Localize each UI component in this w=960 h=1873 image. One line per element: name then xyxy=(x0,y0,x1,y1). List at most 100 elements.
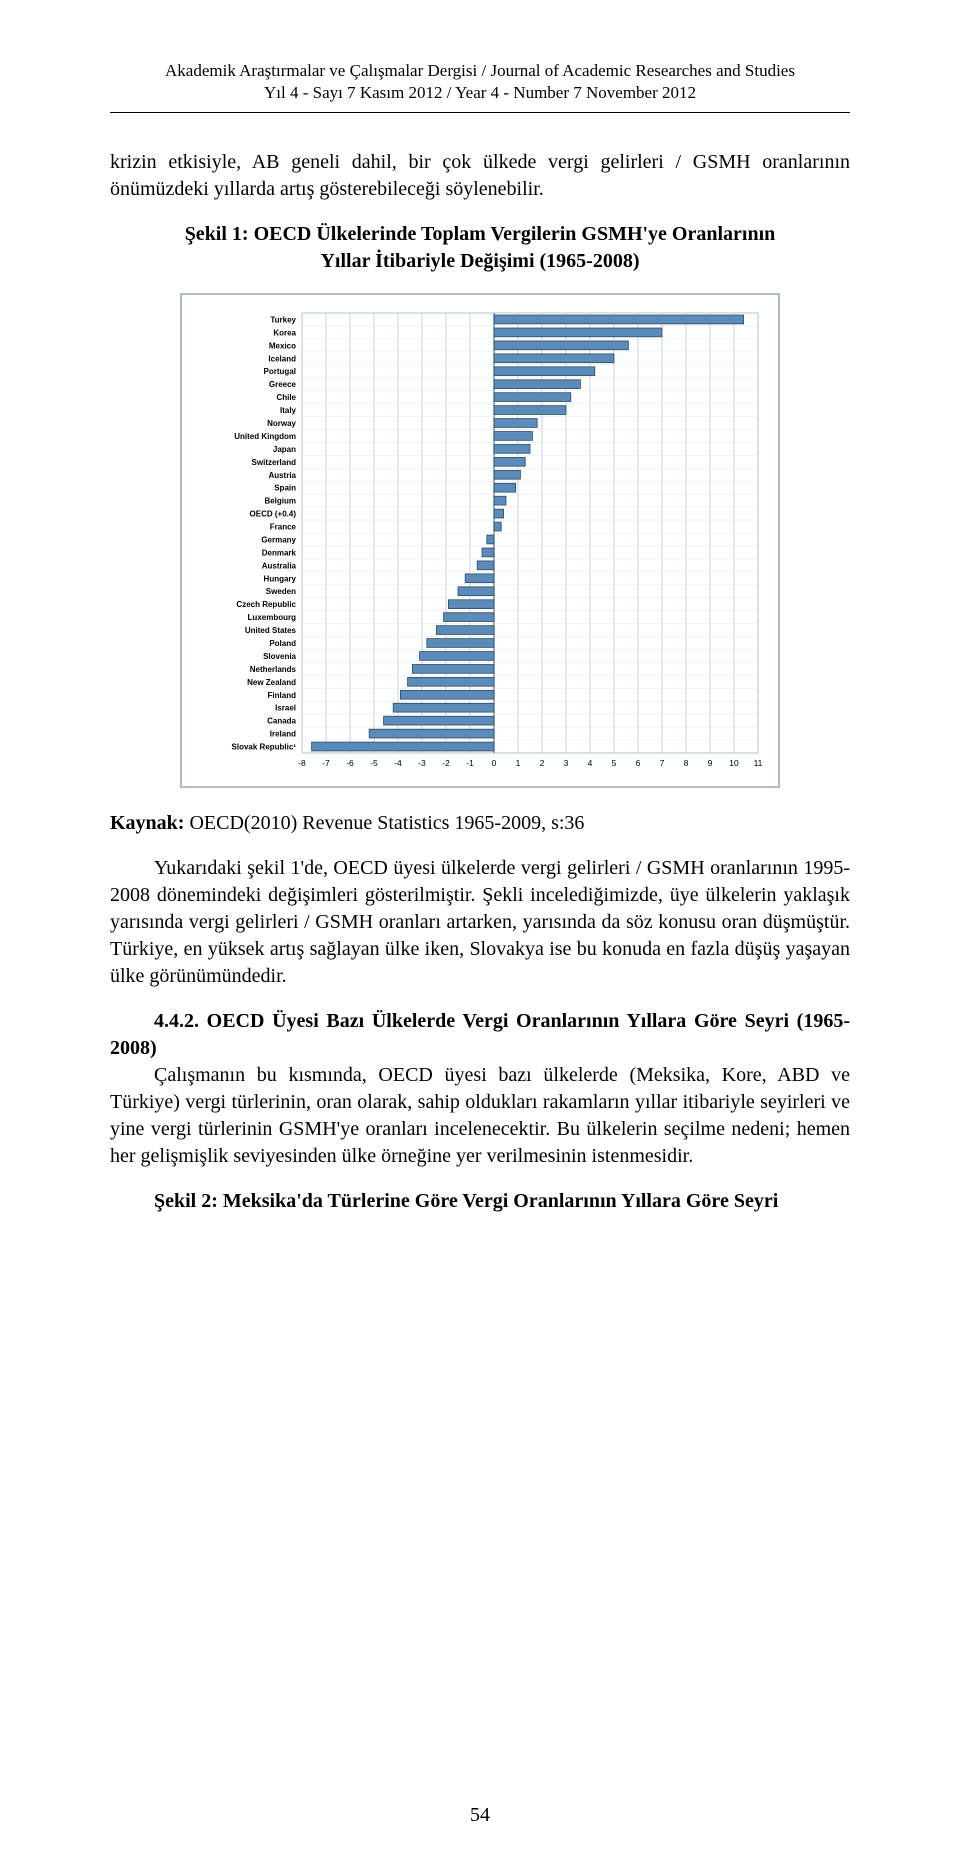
bar xyxy=(436,626,494,635)
category-label: Sweden xyxy=(266,587,296,596)
bar-chart-svg: -8 -7 -6 -5 -4 -3 -2 -1 0 1 2 3 4 5 6 7 8 9 10 11 Turkey Kore… xyxy=(192,305,768,775)
category-label: Austria xyxy=(268,471,296,480)
svg-text:-2: -2 xyxy=(442,758,450,768)
bar xyxy=(384,716,494,725)
bar xyxy=(420,652,494,661)
paragraph-3: Çalışmanın bu kısmında, OECD üyesi bazı … xyxy=(110,1062,850,1170)
category-label: Iceland xyxy=(268,354,296,363)
category-label: Mexico xyxy=(269,342,296,351)
source-text: OECD(2010) Revenue Statistics 1965-2009,… xyxy=(189,812,584,834)
category-label: Canada xyxy=(267,717,296,726)
bar xyxy=(444,613,494,622)
bar xyxy=(465,574,494,583)
bar xyxy=(494,380,580,389)
svg-text:9: 9 xyxy=(708,758,713,768)
svg-text:4: 4 xyxy=(588,758,593,768)
category-label: Spain xyxy=(274,484,296,493)
bar xyxy=(494,445,530,454)
figure1-title-line2: Yıllar İtibariyle Değişimi (1965-2008) xyxy=(320,250,639,272)
svg-text:10: 10 xyxy=(729,758,739,768)
bar xyxy=(458,587,494,596)
bar xyxy=(494,419,537,428)
svg-text:-4: -4 xyxy=(394,758,402,768)
category-label: Slovenia xyxy=(263,652,296,661)
svg-text:11: 11 xyxy=(754,758,763,768)
bar xyxy=(494,471,520,480)
svg-text:3: 3 xyxy=(564,758,569,768)
category-label: Poland xyxy=(269,639,296,648)
bar xyxy=(477,561,494,570)
svg-text:1: 1 xyxy=(516,758,521,768)
category-label: Germany xyxy=(261,536,296,545)
svg-text:-6: -6 xyxy=(346,758,354,768)
category-label: Denmark xyxy=(262,549,297,558)
bar xyxy=(494,458,525,467)
source-label: Kaynak: xyxy=(110,812,184,834)
header-line1: Akademik Araştırmalar ve Çalışmalar Derg… xyxy=(165,61,795,80)
svg-text:8: 8 xyxy=(684,758,689,768)
category-label: Switzerland xyxy=(252,458,297,467)
paragraph-intro: krizin etkisiyle, AB geneli dahil, bir ç… xyxy=(110,149,850,203)
bar xyxy=(494,406,566,415)
source-line: Kaynak: OECD(2010) Revenue Statistics 19… xyxy=(110,812,850,835)
figure1-chart: -8 -7 -6 -5 -4 -3 -2 -1 0 1 2 3 4 5 6 7 8 9 10 11 Turkey Kore… xyxy=(180,293,780,788)
category-label: Netherlands xyxy=(250,665,297,674)
svg-text:5: 5 xyxy=(612,758,617,768)
svg-text:-7: -7 xyxy=(322,758,330,768)
bar xyxy=(400,691,494,700)
bar xyxy=(427,639,494,648)
bar xyxy=(494,496,506,505)
svg-text:7: 7 xyxy=(660,758,665,768)
bar xyxy=(412,665,494,674)
svg-text:-3: -3 xyxy=(418,758,426,768)
bar xyxy=(312,742,494,751)
bar xyxy=(482,548,494,557)
header-rule xyxy=(110,112,850,113)
category-label: Israel xyxy=(275,704,296,713)
bar xyxy=(494,483,516,492)
category-label: Hungary xyxy=(264,574,297,583)
category-label: Turkey xyxy=(270,316,296,325)
page: Akademik Araştırmalar ve Çalışmalar Derg… xyxy=(0,0,960,1873)
category-label: Luxembourg xyxy=(248,613,297,622)
svg-text:-8: -8 xyxy=(298,758,306,768)
bar xyxy=(494,367,595,376)
figure1-title: Şekil 1: OECD Ülkelerinde Toplam Vergile… xyxy=(110,221,850,275)
category-label: Australia xyxy=(262,562,297,571)
bar xyxy=(494,354,614,363)
category-label: Finland xyxy=(268,691,297,700)
header-line2: Yıl 4 - Sayı 7 Kasım 2012 / Year 4 - Num… xyxy=(264,83,696,102)
page-number: 54 xyxy=(0,1804,960,1827)
category-label: Portugal xyxy=(264,367,296,376)
journal-header: Akademik Araştırmalar ve Çalışmalar Derg… xyxy=(110,60,850,104)
section-4-4-2-heading: 4.4.2. OECD Üyesi Bazı Ülkelerde Vergi O… xyxy=(110,1008,850,1062)
chart-frame: -8 -7 -6 -5 -4 -3 -2 -1 0 1 2 3 4 5 6 7 8 9 10 11 Turkey Kore… xyxy=(180,293,780,788)
category-label: United States xyxy=(245,626,297,635)
svg-text:0: 0 xyxy=(492,758,497,768)
bar xyxy=(448,600,494,609)
category-label: Ireland xyxy=(270,730,296,739)
bar xyxy=(408,678,494,687)
bar xyxy=(494,432,532,441)
category-label: Korea xyxy=(273,329,296,338)
bar xyxy=(494,328,662,337)
category-label: France xyxy=(270,523,297,532)
svg-text:2: 2 xyxy=(540,758,545,768)
figure1-title-line1: Şekil 1: OECD Ülkelerinde Toplam Vergile… xyxy=(185,223,776,245)
svg-text:6: 6 xyxy=(636,758,641,768)
bar xyxy=(393,703,494,712)
svg-text:-1: -1 xyxy=(466,758,474,768)
bar xyxy=(494,341,628,350)
bar xyxy=(369,729,494,738)
bar xyxy=(494,509,504,518)
category-label: New Zealand xyxy=(247,678,296,687)
category-label: Norway xyxy=(267,419,296,428)
bar xyxy=(494,522,501,531)
category-label: Slovak Republic¹ xyxy=(232,743,297,752)
category-label: OECD (+0.4) xyxy=(250,510,297,519)
svg-text:-5: -5 xyxy=(370,758,378,768)
category-label: Belgium xyxy=(264,497,296,506)
bar xyxy=(487,535,494,544)
paragraph-2: Yukarıdaki şekil 1'de, OECD üyesi ülkele… xyxy=(110,855,850,990)
category-label: Italy xyxy=(280,406,297,415)
